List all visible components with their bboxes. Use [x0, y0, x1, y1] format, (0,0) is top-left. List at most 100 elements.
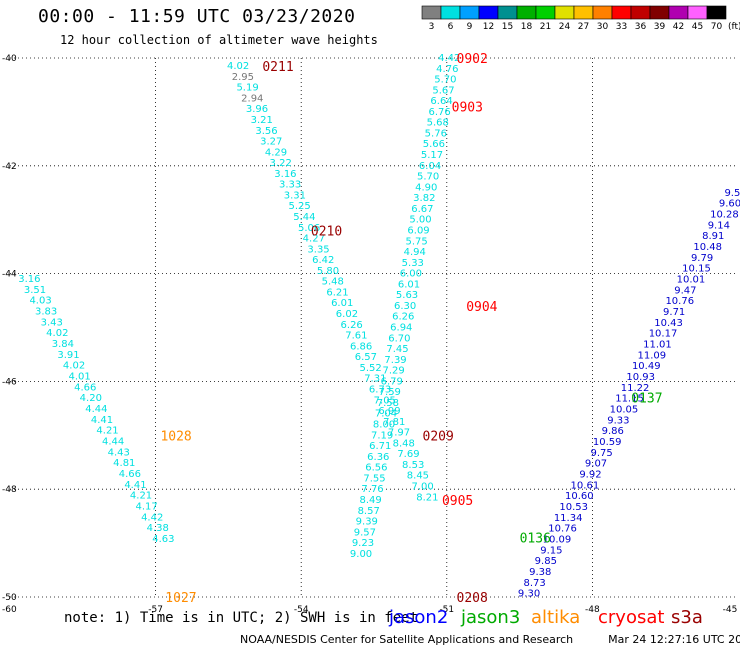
colorbar-swatch [535, 5, 556, 20]
swh-value-label: 6.00 [400, 269, 422, 280]
swh-value-label: 4.76 [436, 64, 458, 75]
chart-axes: -57 -54 -51 -48 -45 -40 -42 -44 -46 -48 -50 -60 [2, 54, 737, 615]
swh-value-label: 6.36 [367, 452, 389, 463]
colorbar-label: 24 [559, 22, 571, 32]
swh-value-label: 7.61 [345, 331, 367, 342]
swh-value-label: 6.01 [331, 298, 353, 309]
swh-value-label: 6.30 [394, 301, 416, 312]
swh-value-label: 9.92 [579, 469, 601, 480]
swh-value-label: 5.48 [322, 277, 344, 288]
chart-grid [10, 57, 738, 598]
pass-time-label: 0208 [457, 591, 488, 606]
swh-value-label: 5.52 [359, 363, 381, 374]
swh-value-label: 5.66 [423, 139, 445, 150]
legend-jason3: jason3 [461, 607, 521, 628]
swh-value-label: 3.16 [18, 274, 40, 285]
swh-value-label: 7.39 [384, 355, 406, 366]
swh-value-label: 7.00 [412, 482, 434, 493]
swh-value-label: 3.96 [246, 104, 268, 115]
swh-value-label: 10.76 [665, 296, 694, 307]
swh-value-label: 11.34 [554, 513, 583, 524]
swh-value-label: 10.15 [682, 264, 711, 275]
colorbar-swatch [573, 5, 594, 20]
swh-value-label: 4.81 [113, 458, 135, 469]
swh-value-label: 5.76 [425, 128, 447, 139]
legend-s3a: s3a [671, 607, 703, 628]
colorbar-swatch [611, 5, 632, 20]
pass-time-label: 0136 [520, 532, 551, 547]
swh-value-label: 9.15 [540, 545, 562, 556]
swh-value-label: 5.44 [293, 212, 315, 223]
colorbar-swatch [421, 5, 442, 20]
swh-value-label: 6.79 [381, 376, 403, 387]
swh-value-label: 10.53 [559, 502, 588, 513]
swh-value-label: 4.27 [303, 234, 325, 245]
x-tick-label: -57 [148, 605, 163, 615]
swh-value-label: 9.47 [674, 285, 696, 296]
swh-value-label: 9.39 [356, 517, 378, 528]
y-tick-label: -42 [2, 162, 17, 172]
swh-value-label: 4.44 [102, 436, 124, 447]
swh-value-label: 10.43 [654, 318, 683, 329]
colorbar-swatch [459, 5, 480, 20]
swh-value-label: 3.43 [41, 317, 63, 328]
swh-value-label: 7.76 [361, 484, 383, 495]
swh-value-label: 10.17 [649, 329, 678, 340]
legend-cryosat: cryosat [598, 607, 665, 628]
swh-value-label: 5.70 [434, 75, 456, 86]
swh-value-label: 6.76 [429, 107, 451, 118]
swh-value-label: 10.60 [565, 491, 594, 502]
swh-value-label: 10.76 [548, 524, 577, 535]
colorbar-label: 21 [540, 22, 551, 32]
swh-value-label: 9.75 [590, 448, 612, 459]
swh-value-label: 4.66 [74, 382, 96, 393]
swh-value-label: 9.00 [350, 549, 372, 560]
legend-altika: altika [531, 607, 581, 628]
swh-value-label: 3.22 [270, 158, 292, 169]
swh-value-label: 7.69 [397, 449, 419, 460]
colorbar-swatch [592, 5, 613, 20]
colorbar-label: 6 [448, 22, 454, 32]
swh-value-label: 10.09 [543, 534, 572, 545]
swh-value-label: 8.73 [524, 578, 546, 589]
swh-value-label: 7.29 [382, 366, 404, 377]
footer-org: NOAA/NESDIS Center for Satellite Applica… [240, 633, 574, 646]
swh-value-label: 8.00 [373, 420, 395, 431]
pass-time-label: 0904 [466, 300, 497, 315]
swh-value-label: 10.59 [593, 437, 622, 448]
colorbar-label: 36 [635, 22, 647, 32]
y-tick-label: -44 [2, 270, 17, 280]
swh-value-label: 4.63 [152, 534, 174, 545]
y-tick-label: -40 [2, 54, 17, 64]
swh-value-label: 5.19 [236, 83, 258, 94]
colorbar-label: 27 [578, 22, 589, 32]
pass-time-label: 0905 [442, 494, 473, 509]
swh-value-label: 4.02 [46, 328, 68, 339]
swh-value-label: 4.43 [108, 447, 130, 458]
swh-value-label: 4.94 [404, 247, 426, 258]
swh-value-label: 10.28 [710, 209, 739, 220]
swh-value-label: 3.91 [57, 350, 79, 361]
chart-subtitle: 12 hour collection of altimeter wave hei… [60, 33, 378, 47]
swh-value-label: 5.67 [432, 85, 454, 96]
swh-value-label: 2.94 [241, 93, 263, 104]
colorbar-swatch [649, 5, 670, 20]
swh-value-label: 6.21 [326, 287, 348, 298]
swh-value-label: 4.44 [85, 404, 107, 415]
colorbar-label: 70 [711, 22, 723, 32]
swh-value-label: 6.71 [369, 441, 391, 452]
pass-time-label: 0137 [631, 392, 662, 407]
swh-value-label: 4.41 [91, 415, 113, 426]
swh-value-label: 10.48 [693, 242, 722, 253]
swh-value-label: 7.59 [379, 387, 401, 398]
swh-value-label: 3.84 [52, 339, 74, 350]
pass-time-label: 0903 [452, 101, 483, 116]
swh-value-label: 7.97 [388, 428, 410, 439]
swh-value-label: 4.21 [96, 426, 118, 437]
pass-time-label: 0211 [262, 60, 293, 75]
footer-credit: NOAA/NESDIS Center for Satellite Applica… [240, 633, 740, 646]
swh-value-label: 10.49 [632, 361, 661, 372]
swh-value-label: 8.91 [702, 231, 724, 242]
swh-value-label: 4.41 [124, 480, 146, 491]
